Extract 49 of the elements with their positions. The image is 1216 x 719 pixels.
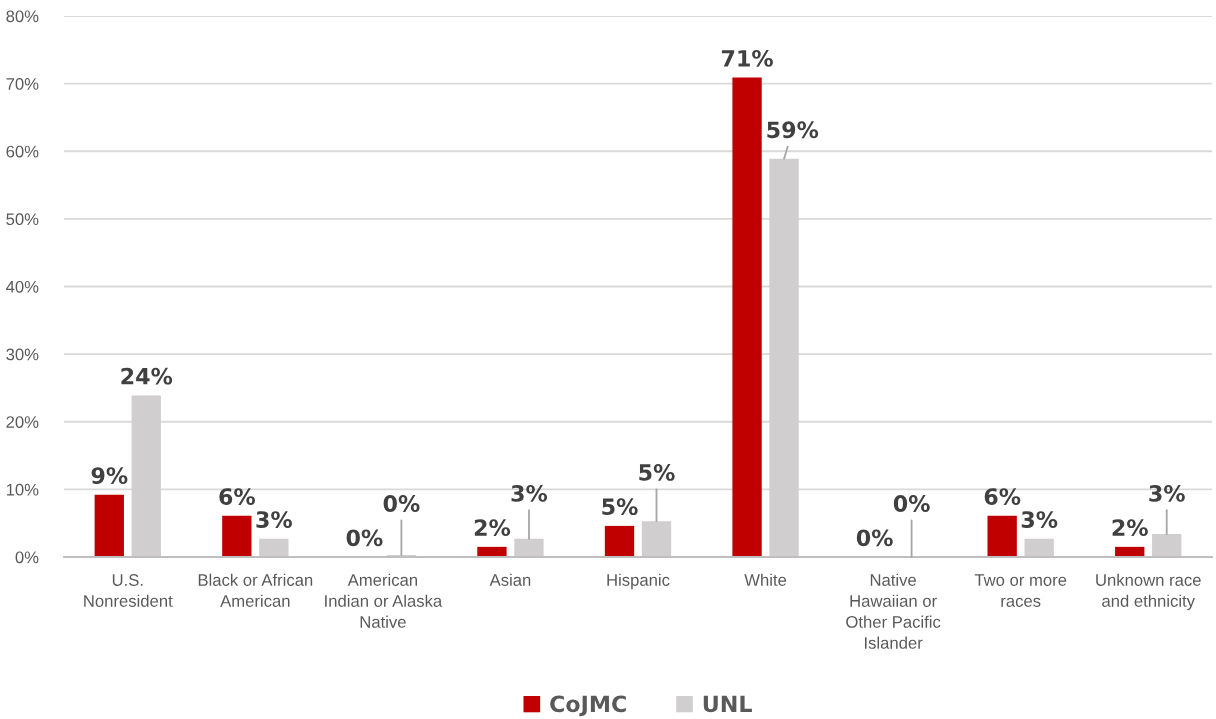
- bar: [732, 77, 762, 557]
- x-tick-label: Hispanic: [607, 573, 670, 590]
- x-tick-label: White: [744, 573, 787, 586]
- y-tick-label: 10%: [6, 483, 39, 496]
- x-tick-label: Unknown race and ethnicity: [1096, 573, 1201, 611]
- data-label: 24%: [121, 367, 173, 385]
- data-label: 3%: [256, 511, 292, 528]
- data-label: 0%: [383, 495, 420, 512]
- y-tick-label: 20%: [6, 416, 39, 428]
- bar: [477, 546, 507, 557]
- data-label: 71%: [721, 49, 773, 67]
- data-label: 0%: [346, 529, 383, 547]
- y-tick-label: 0%: [15, 551, 39, 564]
- x-tick-label: Black or African American: [198, 573, 313, 607]
- data-label: 5%: [602, 498, 638, 516]
- bar: [222, 515, 252, 557]
- y-tick-label: 70%: [6, 78, 39, 90]
- legend-label: UNL: [703, 695, 752, 713]
- data-label: 6%: [219, 488, 255, 505]
- x-tick-label: Two or more races: [974, 574, 1067, 607]
- bar: [94, 494, 124, 557]
- data-label: 5%: [639, 464, 675, 481]
- x-tick-label: U.S. Nonresident: [84, 574, 173, 607]
- bar: [987, 515, 1017, 557]
- data-label: 0%: [856, 529, 893, 547]
- data-label: 0%: [893, 495, 930, 512]
- bar: [641, 521, 672, 557]
- legend-label: CoJMC: [550, 695, 626, 717]
- y-tick-label: 60%: [6, 145, 39, 158]
- bar: [1152, 534, 1182, 557]
- y-tick-label: 80%: [6, 10, 39, 23]
- y-tick-label: 30%: [6, 348, 39, 361]
- y-tick-label: 50%: [6, 213, 39, 226]
- data-label: 3%: [1021, 511, 1058, 528]
- data-label: 6%: [984, 488, 1021, 505]
- x-tick-label: Native Hawaiian or Other Pacific Islander: [846, 573, 941, 649]
- data-label: 9%: [91, 467, 128, 484]
- data-label: 3%: [1149, 484, 1185, 502]
- data-label: 2%: [474, 519, 511, 537]
- y-tick-label: 40%: [6, 280, 39, 293]
- bar: [514, 538, 544, 557]
- data-label: 3%: [511, 484, 548, 502]
- bar: [604, 525, 635, 557]
- bar: [259, 538, 289, 557]
- data-label: 2%: [1112, 519, 1148, 537]
- x-tick-label: Asian: [489, 573, 531, 586]
- data-label: 59%: [767, 121, 819, 139]
- x-tick-label: American Indian or Alaska Native: [325, 573, 443, 628]
- bar: [1024, 538, 1054, 557]
